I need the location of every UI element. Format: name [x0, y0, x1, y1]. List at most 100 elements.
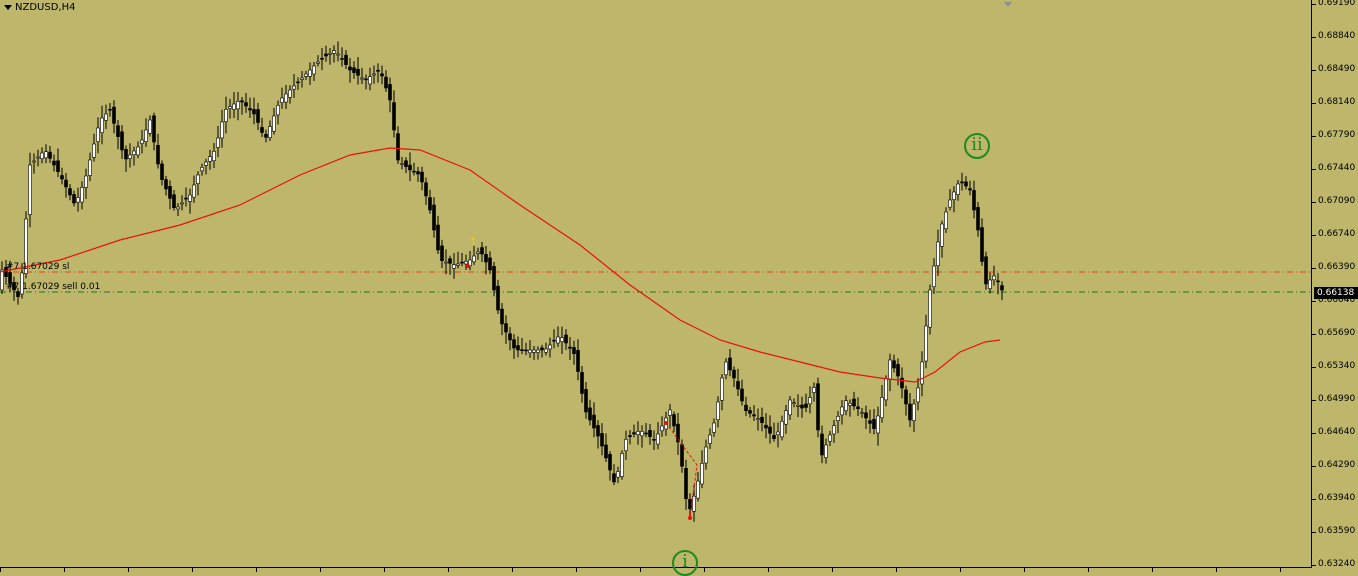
- bear-candle: [540, 347, 544, 351]
- bull-candle: [784, 410, 788, 425]
- bear-candle: [604, 444, 608, 459]
- bear-candle: [160, 163, 164, 180]
- bear-candle: [680, 444, 684, 467]
- time-tick: [640, 568, 641, 572]
- bear-candle: [960, 181, 964, 184]
- bull-candle: [544, 348, 548, 353]
- bear-candle: [16, 291, 20, 297]
- bear-candle: [384, 76, 388, 89]
- bull-candle: [916, 387, 920, 403]
- bull-candle: [780, 421, 784, 438]
- bear-candle: [380, 73, 384, 77]
- bear-candle: [172, 194, 176, 208]
- bear-candle: [512, 339, 516, 349]
- bull-candle: [144, 129, 148, 142]
- trade-arrow-icon: [688, 516, 692, 520]
- price-axis[interactable]: 0.69190 0.68840 0.68490 0.68140 0.67790 0.674…: [1312, 0, 1358, 572]
- bear-candle: [908, 403, 912, 421]
- bear-candle: [612, 473, 616, 483]
- bear-candle: [68, 188, 72, 196]
- time-tick: [768, 568, 769, 572]
- bear-candle: [968, 188, 972, 191]
- bull-candle: [836, 416, 840, 422]
- price-tick-mark: [1312, 268, 1316, 269]
- bear-candle: [728, 357, 732, 371]
- bear-candle: [108, 108, 112, 111]
- bear-candle: [568, 346, 572, 349]
- price-tick-label: 0.64290: [1318, 460, 1356, 470]
- price-tick-label: 0.67790: [1318, 130, 1356, 140]
- bear-candle: [320, 57, 324, 60]
- bull-candle: [956, 183, 960, 195]
- bear-candle: [484, 254, 488, 263]
- bull-candle: [832, 425, 836, 435]
- bull-candle: [824, 444, 828, 458]
- bear-candle: [868, 420, 872, 424]
- bull-candle: [844, 400, 848, 412]
- bear-candle: [248, 108, 252, 111]
- bull-candle: [40, 152, 44, 160]
- price-tick-label: 0.64990: [1318, 394, 1356, 404]
- bear-candle: [524, 349, 528, 352]
- time-tick: [1088, 568, 1089, 572]
- price-tick-mark: [1312, 532, 1316, 533]
- bull-candle: [332, 50, 336, 54]
- bull-candle: [228, 106, 232, 109]
- price-tick-label: 0.68490: [1318, 64, 1356, 74]
- bull-candle: [224, 109, 228, 122]
- bull-candle: [812, 387, 816, 393]
- bull-candle: [560, 337, 564, 342]
- price-tick-mark: [1312, 4, 1316, 5]
- bull-candle: [216, 137, 220, 148]
- bull-candle: [696, 480, 700, 499]
- bull-candle: [788, 399, 792, 416]
- bear-candle: [376, 69, 380, 72]
- price-tick-label: 0.66740: [1318, 229, 1356, 239]
- bull-candle: [80, 187, 84, 203]
- bull-candle: [212, 151, 216, 162]
- bull-candle: [828, 434, 832, 442]
- sell-order-label[interactable]: #7 1.67029 sell 0.01: [6, 282, 101, 292]
- time-tick: [1152, 568, 1153, 572]
- bear-candle: [520, 349, 524, 351]
- bull-candle: [148, 119, 152, 134]
- bear-candle: [628, 435, 632, 437]
- dropdown-triangle-icon[interactable]: [4, 5, 12, 10]
- bear-candle: [740, 388, 744, 402]
- candlestick-chart[interactable]: ↑: [0, 0, 1312, 568]
- bull-candle: [84, 175, 88, 188]
- bear-candle: [500, 308, 504, 325]
- bull-candle: [808, 397, 812, 405]
- price-tick-label: 0.68140: [1318, 97, 1356, 107]
- bear-candle: [972, 190, 976, 211]
- price-tick-mark: [1312, 37, 1316, 38]
- bull-candle: [456, 263, 460, 266]
- bear-candle: [964, 181, 968, 187]
- bull-candle: [692, 495, 696, 512]
- bear-candle: [424, 182, 428, 197]
- price-tick-label: 0.69190: [1318, 0, 1356, 8]
- bull-candle: [280, 97, 284, 103]
- price-tick-label: 0.65690: [1318, 328, 1356, 338]
- time-tick: [1280, 568, 1281, 572]
- chart-shift-marker-icon[interactable]: [1004, 2, 1012, 7]
- bear-candle: [436, 224, 440, 251]
- bear-candle: [440, 245, 444, 261]
- bear-candle: [244, 102, 248, 107]
- time-axis[interactable]: [0, 568, 1312, 572]
- bull-candle: [756, 418, 760, 420]
- sl-order-label[interactable]: #7 1.67029 sl: [6, 262, 70, 272]
- time-tick: [1024, 568, 1025, 572]
- bull-candle: [196, 174, 200, 184]
- chart-area[interactable]: ↑ NZDUSD,H4 #7 1.67029 sl #7 1.67029 sel…: [0, 0, 1312, 576]
- bear-candle: [764, 424, 768, 429]
- bear-candle: [584, 389, 588, 413]
- bear-candle: [600, 433, 604, 447]
- bull-candle: [132, 150, 136, 155]
- time-tick: [512, 568, 513, 572]
- bear-candle: [352, 67, 356, 73]
- bull-candle: [792, 402, 796, 404]
- bull-candle: [920, 361, 924, 385]
- bull-candle: [268, 126, 272, 138]
- bear-candle: [736, 381, 740, 390]
